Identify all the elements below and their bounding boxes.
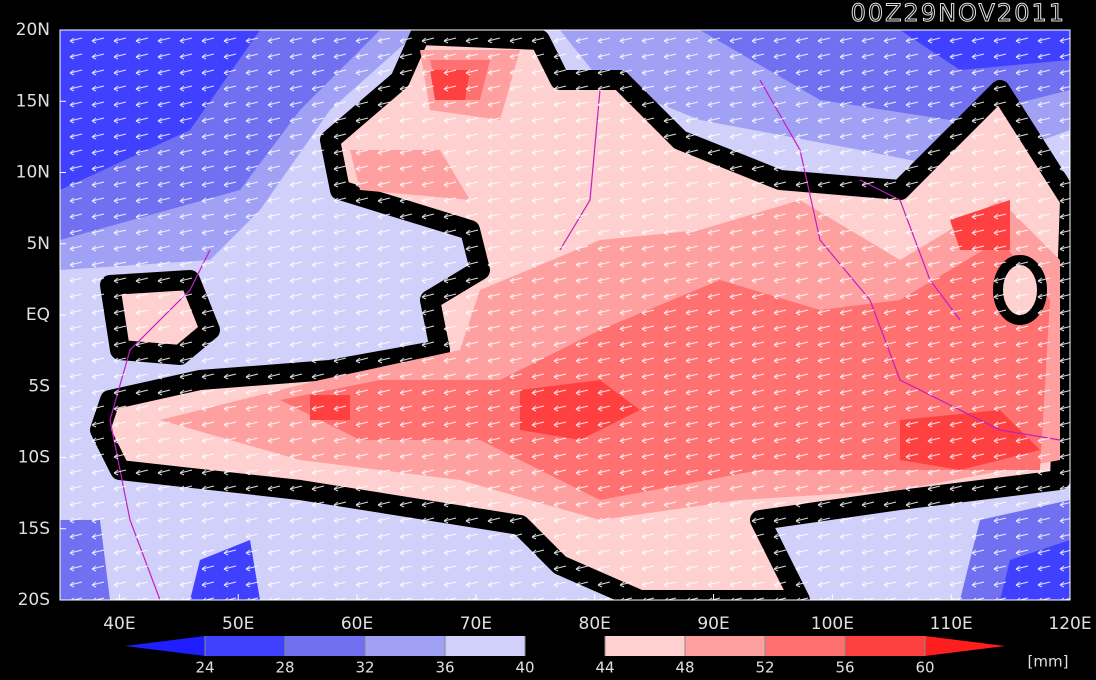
x-tick-label: 40E bbox=[103, 614, 135, 634]
x-tick-label: 70E bbox=[460, 614, 492, 634]
y-tick-label: 5S bbox=[28, 376, 50, 396]
colorbar-label: 28 bbox=[275, 659, 294, 677]
colorbar-box bbox=[845, 636, 925, 656]
y-tick-label: 15N bbox=[16, 91, 50, 111]
colorbar-label: 48 bbox=[675, 659, 694, 677]
x-tick-label: 90E bbox=[697, 614, 729, 634]
field bbox=[60, 30, 1070, 600]
y-tick-label: 10S bbox=[18, 448, 50, 468]
colorbar-label: 52 bbox=[755, 659, 774, 677]
colorbar-box bbox=[525, 636, 605, 656]
colorbar-box bbox=[285, 636, 365, 656]
colorbar-label: 56 bbox=[835, 659, 854, 677]
y-tick-label: 20N bbox=[16, 20, 50, 40]
x-tick-label: 120E bbox=[1048, 614, 1091, 634]
colorbar-box bbox=[765, 636, 845, 656]
colorbar-label: 40 bbox=[515, 659, 534, 677]
colorbar-label: 44 bbox=[595, 659, 614, 677]
colorbar-label: 24 bbox=[195, 659, 214, 677]
colorbar-unit: [mm] bbox=[1028, 653, 1069, 671]
x-tick-label: 110E bbox=[930, 614, 973, 634]
colorbar-box bbox=[445, 636, 525, 656]
colorbar-box bbox=[605, 636, 685, 656]
y-tick-label: EQ bbox=[26, 305, 50, 325]
y-tick-label: 5N bbox=[26, 234, 50, 254]
y-tick-label: 10N bbox=[16, 163, 50, 183]
colorbar-box bbox=[365, 636, 445, 656]
y-tick-label: 20S bbox=[18, 590, 50, 610]
y-tick-label: 15S bbox=[18, 519, 50, 539]
colorbar-arrow bbox=[925, 636, 1005, 656]
colorbar-box bbox=[685, 636, 765, 656]
colorbar-arrow bbox=[125, 636, 205, 656]
colorbar-label: 32 bbox=[355, 659, 374, 677]
wind-vectors bbox=[60, 30, 1070, 600]
x-tick-label: 80E bbox=[579, 614, 611, 634]
x-tick-label: 100E bbox=[811, 614, 854, 634]
map-title: 00Z29NOV2011 bbox=[851, 0, 1066, 27]
colorbar-box bbox=[205, 636, 285, 656]
colorbar-label: 60 bbox=[915, 659, 934, 677]
colorbar-label: 36 bbox=[435, 659, 454, 677]
x-tick-label: 50E bbox=[222, 614, 254, 634]
x-tick-label: 60E bbox=[341, 614, 373, 634]
